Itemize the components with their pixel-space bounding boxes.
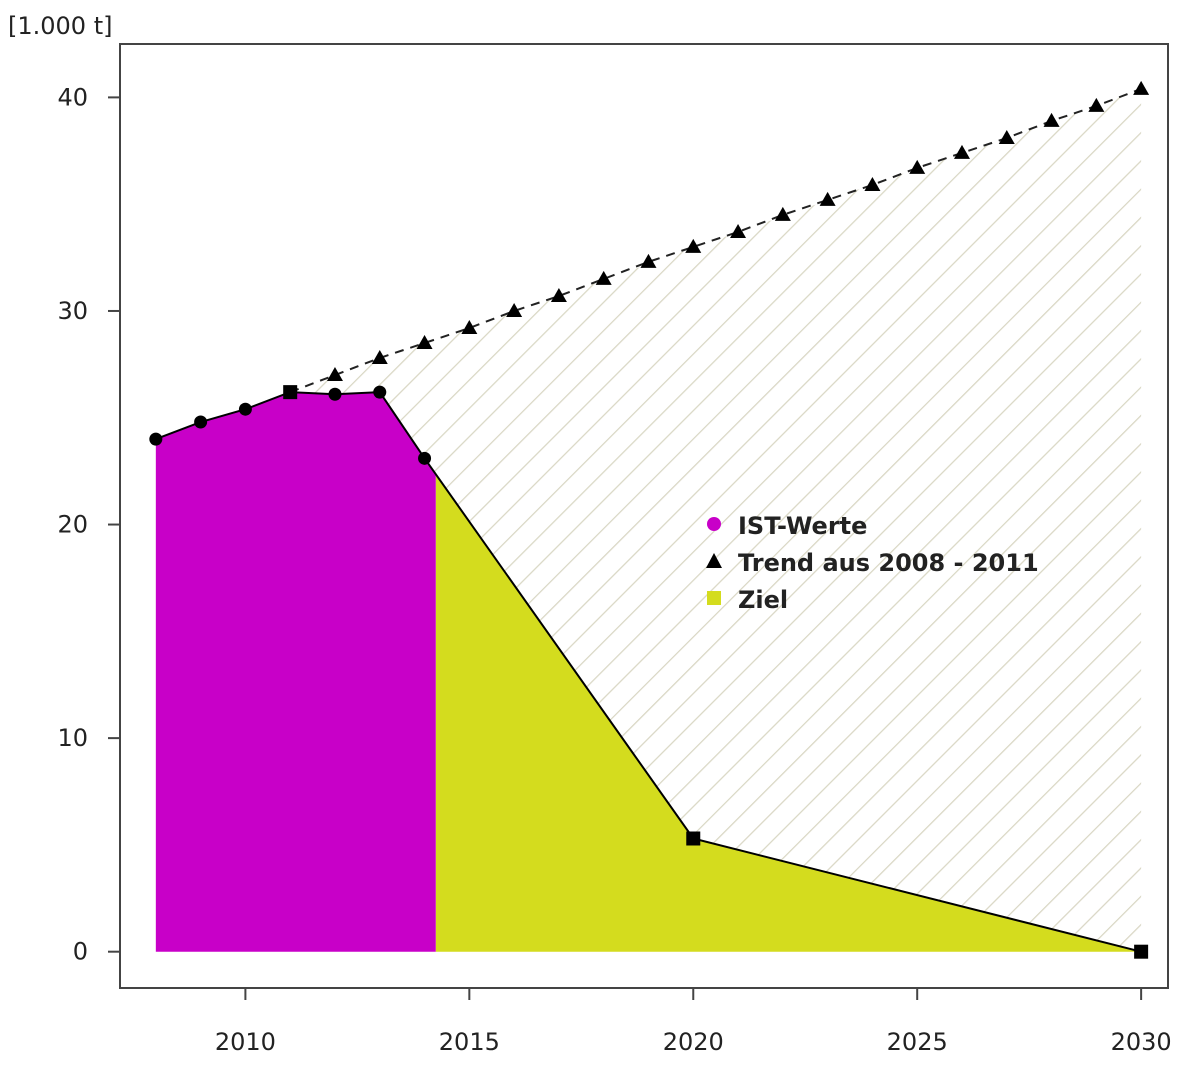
trend-point [685, 238, 702, 253]
ist-werte-point [149, 432, 163, 446]
trend-point [371, 349, 388, 364]
gap-hatched-area [155, 88, 1142, 952]
trend-point [730, 223, 747, 238]
ist-werte-point [373, 385, 387, 399]
trend-point [819, 191, 836, 206]
x-tick-label: 2030 [1111, 1028, 1172, 1056]
legend-marker-ziel [707, 591, 721, 605]
trend-point [953, 144, 970, 159]
legend-label: IST-Werte [738, 512, 867, 540]
legend: IST-Werte Trend aus 2008 - 2011 Ziel [706, 512, 1039, 614]
ist-werte-point [194, 415, 208, 429]
ist-werte-area [155, 392, 436, 952]
trend-point [774, 206, 791, 221]
trend-point [550, 288, 567, 303]
trend-point [1088, 97, 1105, 112]
ziel-point [1134, 944, 1149, 959]
legend-label: Trend aus 2008 - 2011 [738, 549, 1039, 577]
trend-line [289, 87, 1142, 394]
trend-point [909, 159, 926, 174]
ist-werte-point [418, 451, 432, 465]
ziel-area [424, 458, 1142, 952]
y-tick-label: 10 [57, 724, 88, 752]
trend-point [1043, 112, 1060, 127]
trend-point [461, 320, 478, 335]
trend-point [416, 335, 433, 350]
y-tick-label: 20 [57, 511, 88, 539]
trend-point [1133, 80, 1150, 95]
y-tick-label: 0 [73, 938, 88, 966]
trend-start-point [283, 385, 298, 400]
unit-label: [1.000 t] [8, 12, 112, 40]
ist-werte-point [328, 387, 342, 401]
trend-point [506, 302, 523, 317]
trend-point [864, 176, 881, 191]
trend-point [326, 367, 343, 382]
x-tick-label: 2025 [887, 1028, 948, 1056]
legend-marker-ist-werte [707, 517, 721, 531]
trend-point [595, 270, 612, 285]
legend-marker-trend [706, 553, 722, 568]
ist-werte-point [238, 402, 252, 416]
x-tick-label: 2015 [439, 1028, 500, 1056]
plot-area [149, 80, 1150, 959]
plot-frame [119, 43, 1169, 989]
y-tick-label: 40 [57, 83, 88, 111]
trend-point [998, 129, 1015, 144]
trend-point [640, 253, 657, 268]
legend-label: Ziel [738, 586, 788, 614]
x-tick-label: 2020 [663, 1028, 724, 1056]
x-tick-label: 2010 [215, 1028, 276, 1056]
ziel-point [686, 831, 701, 846]
y-tick-label: 30 [57, 297, 88, 325]
